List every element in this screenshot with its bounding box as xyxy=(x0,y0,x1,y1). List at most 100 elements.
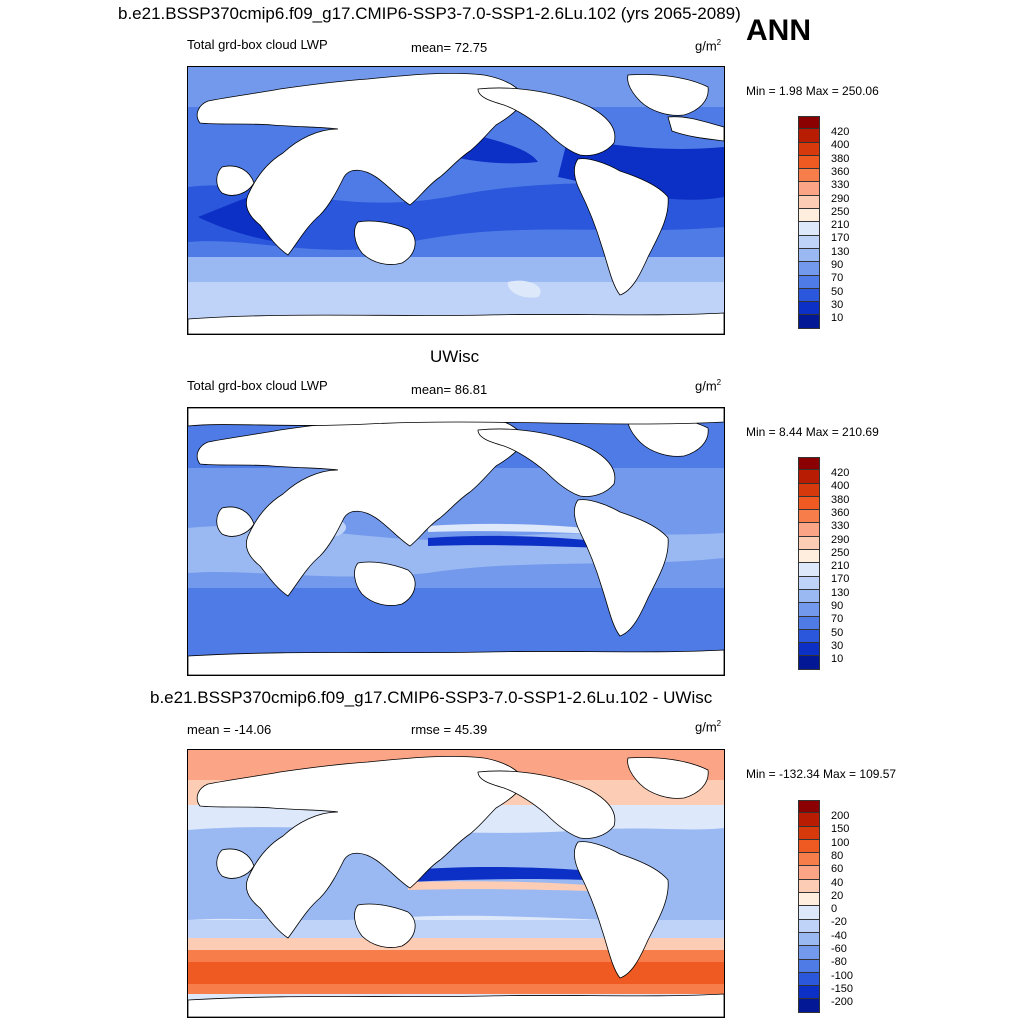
panel-3-minmax: Min = -132.34 Max = 109.57 xyxy=(746,767,897,781)
colorbar-label: -20 xyxy=(831,916,847,929)
colorbar-swatch xyxy=(798,563,820,577)
panel-3-units: g/m2 xyxy=(695,719,722,735)
panel-2-colorbar xyxy=(798,457,820,670)
colorbar-label: 50 xyxy=(831,285,844,298)
colorbar-swatch xyxy=(798,656,820,670)
colorbar-swatch xyxy=(798,879,820,894)
colorbar-swatch xyxy=(798,576,820,590)
colorbar-label: -200 xyxy=(831,996,854,1009)
colorbar-swatch xyxy=(798,235,820,249)
colorbar-label: 360 xyxy=(831,506,850,519)
colorbar-label: 90 xyxy=(831,259,844,271)
panel-1-units: g/m2 xyxy=(695,38,722,54)
colorbar-label: 420 xyxy=(831,126,850,138)
colorbar-swatch xyxy=(798,800,820,814)
colorbar-swatch xyxy=(798,972,820,987)
colorbar-swatch xyxy=(798,129,820,143)
colorbar-swatch xyxy=(798,959,820,973)
colorbar-label: -60 xyxy=(831,943,847,955)
colorbar-label: -80 xyxy=(831,956,847,969)
panel-2-mean: mean= 86.81 xyxy=(411,382,488,397)
panel-2-minmax: Min = 8.44 Max = 210.69 xyxy=(746,425,879,439)
panel-3-mean: mean = -14.06 xyxy=(187,722,272,737)
colorbar-swatch xyxy=(798,866,820,880)
panel-1-mean: mean= 72.75 xyxy=(411,40,488,55)
colorbar-swatch xyxy=(798,275,820,289)
panel-2-units: g/m2 xyxy=(695,378,722,394)
colorbar-swatch xyxy=(798,946,820,960)
panel-1-left-label: Total grd-box cloud LWP xyxy=(187,37,328,52)
colorbar-label: 380 xyxy=(831,152,850,165)
colorbar-label: 400 xyxy=(831,480,850,493)
colorbar-swatch xyxy=(798,248,820,263)
panel-3-colorbar xyxy=(798,800,820,1013)
colorbar-swatch xyxy=(798,470,820,484)
colorbar-label: 250 xyxy=(831,546,850,559)
colorbar-label: -150 xyxy=(831,982,854,995)
colorbar-label: 50 xyxy=(831,626,844,639)
colorbar-swatch xyxy=(798,616,820,630)
colorbar-swatch xyxy=(798,932,820,947)
colorbar-label: 380 xyxy=(831,493,850,506)
panel-2-left-label: Total grd-box cloud LWP xyxy=(187,378,328,393)
colorbar-label: 20 xyxy=(831,889,844,902)
colorbar-label: 200 xyxy=(831,810,850,822)
colorbar-label: 70 xyxy=(831,613,844,626)
colorbar-label: 100 xyxy=(831,836,850,849)
colorbar-swatch xyxy=(798,302,820,316)
colorbar-swatch xyxy=(798,523,820,537)
colorbar-label: 170 xyxy=(831,232,850,245)
colorbar-label: 30 xyxy=(831,639,844,652)
colorbar-label: 420 xyxy=(831,467,850,479)
colorbar-swatch xyxy=(798,536,820,551)
panel-1-colorbar xyxy=(798,116,820,329)
colorbar-swatch xyxy=(798,629,820,644)
colorbar-swatch xyxy=(798,603,820,617)
colorbar-swatch xyxy=(798,589,820,604)
colorbar-label: 10 xyxy=(831,312,844,325)
colorbar-swatch xyxy=(798,169,820,183)
colorbar-swatch xyxy=(798,510,820,524)
colorbar-label: -40 xyxy=(831,929,847,942)
colorbar-swatch xyxy=(798,195,820,210)
colorbar-swatch xyxy=(798,483,820,497)
colorbar-label: 360 xyxy=(831,165,850,178)
colorbar-label: 290 xyxy=(831,533,850,546)
colorbar-swatch xyxy=(798,919,820,933)
panel-2-map xyxy=(187,407,725,676)
main-title: b.e21.BSSP370cmip6.f09_g17.CMIP6-SSP3-7.… xyxy=(118,4,741,23)
colorbar-label: 40 xyxy=(831,876,844,889)
colorbar-swatch xyxy=(798,496,820,511)
panel-1-minmax: Min = 1.98 Max = 250.06 xyxy=(746,84,879,98)
colorbar-swatch xyxy=(798,142,820,156)
colorbar-label: 210 xyxy=(831,560,850,573)
colorbar-label: -100 xyxy=(831,969,854,982)
colorbar-swatch xyxy=(798,315,820,329)
season-label: ANN xyxy=(746,14,811,47)
colorbar-swatch xyxy=(798,839,820,854)
colorbar-swatch xyxy=(798,826,820,840)
colorbar-label: 130 xyxy=(831,586,850,599)
colorbar-label: 400 xyxy=(831,139,850,152)
colorbar-swatch xyxy=(798,906,820,920)
colorbar-swatch xyxy=(798,893,820,907)
colorbar-swatch xyxy=(798,550,820,564)
colorbar-label: 80 xyxy=(831,849,844,862)
colorbar-label: 90 xyxy=(831,600,844,612)
colorbar-label: 30 xyxy=(831,298,844,311)
colorbar-swatch xyxy=(798,209,820,223)
colorbar-swatch xyxy=(798,999,820,1013)
colorbar-swatch xyxy=(798,288,820,303)
colorbar-label: 10 xyxy=(831,653,844,666)
colorbar-swatch xyxy=(798,853,820,867)
colorbar-swatch xyxy=(798,643,820,657)
colorbar-label: 290 xyxy=(831,192,850,205)
panel-2-title: UWisc xyxy=(430,347,480,366)
colorbar-label: 70 xyxy=(831,272,844,285)
colorbar-swatch xyxy=(798,116,820,130)
colorbar-swatch xyxy=(798,813,820,827)
colorbar-swatch xyxy=(798,222,820,236)
colorbar-swatch xyxy=(798,182,820,196)
colorbar-swatch xyxy=(798,457,820,471)
colorbar-label: 330 xyxy=(831,520,850,533)
